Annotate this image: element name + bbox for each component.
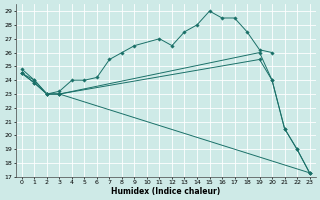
X-axis label: Humidex (Indice chaleur): Humidex (Indice chaleur)	[111, 187, 220, 196]
